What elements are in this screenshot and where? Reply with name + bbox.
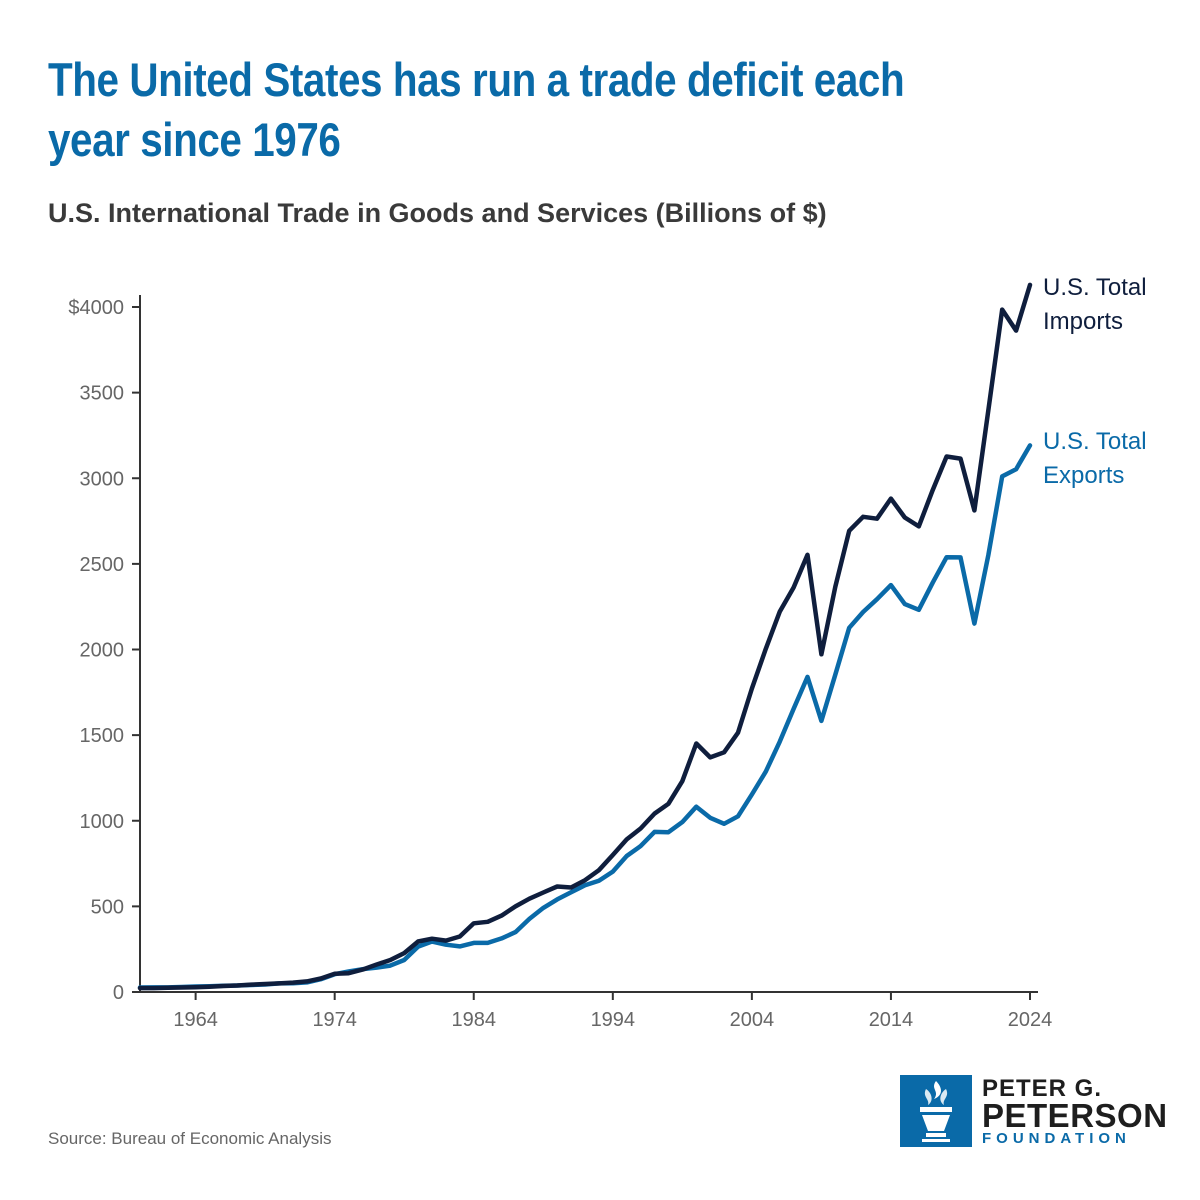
x-tick-label: 1974 xyxy=(312,1009,357,1031)
source-note: Source: Bureau of Economic Analysis xyxy=(48,1129,332,1148)
imports-label-line1: U.S. Total xyxy=(1043,274,1147,301)
exports-label-line1: U.S. Total xyxy=(1043,428,1147,455)
torch-icon xyxy=(900,1075,972,1147)
logo-text-line3: FOUNDATION xyxy=(982,1130,1131,1147)
chart-title: The United States has run a trade defici… xyxy=(48,53,905,166)
peterson-foundation-logo: PETER G. PETERSON FOUNDATION xyxy=(900,1075,1167,1147)
x-tick-label: 1994 xyxy=(591,1009,636,1031)
imports-label-line2: Imports xyxy=(1043,308,1123,335)
y-tick-label: 0 xyxy=(113,982,124,1004)
x-axis-ticks: 1964 1974 1984 1994 2004 2014 2024 xyxy=(173,992,1052,1031)
x-tick-label: 2004 xyxy=(730,1009,775,1031)
exports-line xyxy=(137,443,1033,990)
x-tick-label: 1984 xyxy=(452,1009,497,1031)
y-tick-label: 2500 xyxy=(80,554,125,576)
series-labels: U.S. Total Imports U.S. Total Exports xyxy=(1043,274,1147,489)
x-tick-label: 2024 xyxy=(1008,1009,1053,1031)
logo-text-line1: PETER G. xyxy=(982,1075,1103,1102)
y-tick-label: 1000 xyxy=(80,811,125,833)
x-tick-label: 2014 xyxy=(869,1009,914,1031)
series-lines xyxy=(137,282,1033,991)
exports-label-line2: Exports xyxy=(1043,462,1124,489)
y-tick-label: 500 xyxy=(91,896,124,918)
x-tick-label: 1964 xyxy=(173,1009,218,1031)
y-axis-ticks: 0 500 1000 1500 2000 2500 3000 3500 $4000 xyxy=(68,297,140,1004)
y-tick-label: 3500 xyxy=(80,383,125,405)
y-tick-label: 1500 xyxy=(80,725,125,747)
y-tick-label: $4000 xyxy=(68,297,124,319)
y-tick-label: 3000 xyxy=(80,468,125,490)
y-tick-label: 2000 xyxy=(80,640,125,662)
chart-subtitle: U.S. International Trade in Goods and Se… xyxy=(48,198,827,228)
imports-line xyxy=(137,282,1033,991)
logo-text-line2: PETERSON xyxy=(982,1097,1168,1134)
